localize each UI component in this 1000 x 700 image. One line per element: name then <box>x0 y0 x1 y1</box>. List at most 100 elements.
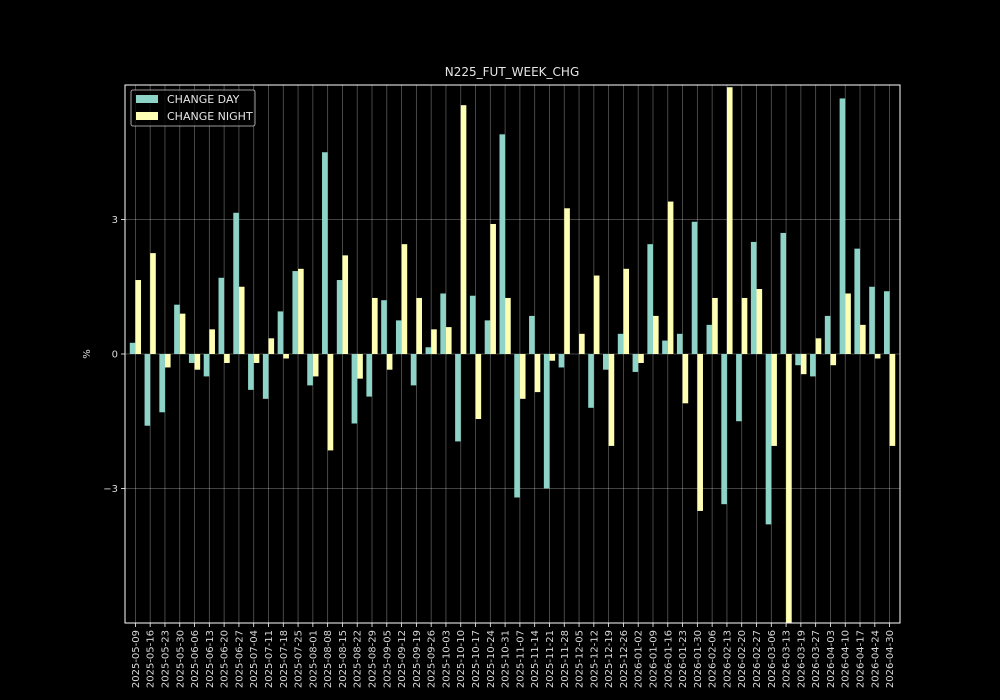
bar-change-night-2026-04-17 <box>860 324 866 354</box>
bar-change-night-2025-09-12 <box>401 244 408 354</box>
x-tick-label: 2025-07-25 <box>294 630 305 688</box>
bar-change-night-2026-04-24 <box>874 354 881 359</box>
x-tick-label: 2025-10-10 <box>456 630 467 688</box>
x-tick-label: 2026-02-27 <box>752 630 763 688</box>
y-axis-label: % <box>82 349 93 359</box>
bar-change-night-2025-05-23 <box>164 354 171 368</box>
legend: CHANGE DAY CHANGE NIGHT <box>130 89 256 127</box>
x-tick-label: 2025-12-12 <box>589 630 600 688</box>
bars <box>129 87 896 623</box>
bar-change-day-2025-08-15 <box>336 280 343 354</box>
x-tick-label: 2025-11-28 <box>560 630 571 688</box>
x-tick-label: 2025-10-31 <box>501 630 512 688</box>
x-tick-label: 2026-03-19 <box>796 630 807 688</box>
bar-change-night-2025-07-25 <box>298 268 304 354</box>
bar-change-day-2026-01-16 <box>662 340 668 354</box>
bar-change-night-2025-08-08 <box>327 354 334 451</box>
bar-change-night-2025-06-27 <box>238 286 245 354</box>
bar-change-day-2026-03-27 <box>810 354 816 377</box>
bar-change-day-2026-04-10 <box>839 98 846 354</box>
bar-change-day-2025-12-19 <box>603 354 609 370</box>
x-tick-label: 2025-11-21 <box>545 630 556 688</box>
bar-change-night-2025-10-17 <box>475 354 482 420</box>
bar-change-day-2025-11-28 <box>558 354 565 368</box>
bar-change-night-2025-12-12 <box>593 275 600 354</box>
bar-change-day-2026-04-03 <box>824 315 831 354</box>
bar-change-day-2026-04-17 <box>854 248 861 354</box>
bar-change-day-2026-01-02 <box>632 354 639 372</box>
bar-change-night-2025-12-05 <box>579 333 585 354</box>
x-tick-label: 2025-08-29 <box>368 630 379 688</box>
bar-change-night-2026-02-27 <box>756 288 763 354</box>
bar-change-day-2025-08-01 <box>307 354 313 386</box>
bar-change-night-2025-08-29 <box>372 297 378 354</box>
bar-change-night-2025-08-22 <box>357 354 363 379</box>
bar-change-night-2026-01-09 <box>652 315 659 354</box>
x-tick-label: 2025-08-08 <box>323 630 334 688</box>
bar-change-day-2026-02-27 <box>750 241 757 354</box>
bar-change-night-2026-01-16 <box>667 201 674 354</box>
bar-change-night-2025-07-18 <box>283 354 289 359</box>
bar-change-night-2026-03-19 <box>800 354 807 375</box>
bar-change-day-2026-03-13 <box>780 232 787 354</box>
bar-change-night-2025-10-24 <box>490 223 496 354</box>
bar-change-night-2025-10-31 <box>505 297 511 354</box>
x-tick-label: 2026-02-20 <box>737 630 748 688</box>
bar-change-night-2026-01-30 <box>697 354 703 511</box>
x-tick-label: 2025-07-11 <box>264 630 275 688</box>
x-tick-label: 2025-06-06 <box>190 630 201 688</box>
bar-change-night-2025-10-10 <box>460 105 467 354</box>
bar-change-day-2025-07-18 <box>277 311 284 354</box>
x-tick-label: 2025-12-26 <box>619 630 630 688</box>
bar-change-day-2026-02-06 <box>706 324 713 354</box>
x-tick-label: 2026-02-06 <box>708 630 719 688</box>
bar-change-night-2026-04-30 <box>889 354 896 446</box>
bar-change-night-2025-07-04 <box>253 354 260 363</box>
bar-change-night-2025-05-09 <box>135 280 142 354</box>
x-tick-label: 2025-09-26 <box>427 630 438 688</box>
bar-change-day-2025-10-17 <box>469 295 476 354</box>
x-tick-label: 2025-05-09 <box>131 630 142 688</box>
bar-change-night-2025-08-15 <box>342 255 349 354</box>
bar-change-day-2025-10-24 <box>484 320 491 354</box>
x-tick-label: 2026-04-30 <box>885 630 896 688</box>
x-tick-label: 2025-10-03 <box>441 630 452 688</box>
legend-swatch-change-day <box>136 95 158 103</box>
x-tick-label: 2026-01-23 <box>678 630 689 688</box>
y-axis: −3 0 3 <box>103 215 125 495</box>
bar-change-day-2025-05-16 <box>144 354 151 426</box>
bar-change-night-2025-09-05 <box>386 354 393 370</box>
bar-change-night-2026-01-23 <box>682 354 689 404</box>
y-tick-label: 0 <box>112 350 118 361</box>
x-tick-label: 2025-09-05 <box>382 630 393 688</box>
x-tick-label: 2026-01-09 <box>648 630 659 688</box>
bar-change-day-2026-01-30 <box>691 221 698 354</box>
bar-change-day-2025-12-26 <box>617 333 624 354</box>
bar-change-night-2026-03-27 <box>815 338 822 354</box>
x-tick-label: 2026-01-16 <box>663 630 674 688</box>
x-tick-label: 2025-06-20 <box>220 630 231 688</box>
x-tick-label: 2025-10-17 <box>471 630 482 688</box>
y-tick-label: 3 <box>112 215 118 226</box>
bar-change-night-2026-02-20 <box>741 297 748 354</box>
x-tick-label: 2026-03-06 <box>767 630 778 688</box>
x-tick-label: 2025-05-30 <box>175 630 186 688</box>
x-tick-label: 2026-04-17 <box>856 630 867 688</box>
bar-change-night-2026-02-13 <box>726 87 733 354</box>
legend-label-change-day: CHANGE DAY <box>167 93 240 106</box>
bar-change-night-2025-11-14 <box>534 354 541 393</box>
bar-change-day-2025-07-25 <box>292 271 299 354</box>
bar-change-day-2025-06-13 <box>203 354 210 377</box>
bar-change-day-2025-05-09 <box>129 342 136 354</box>
bar-change-day-2025-12-12 <box>588 354 594 408</box>
plot-frame <box>124 84 901 624</box>
x-tick-label: 2025-11-07 <box>515 630 526 688</box>
x-tick-label: 2026-02-13 <box>722 630 733 688</box>
bar-change-night-2025-06-20 <box>224 354 230 363</box>
bar-change-day-2025-10-03 <box>440 293 446 354</box>
bar-change-night-2025-11-28 <box>564 208 570 354</box>
bar-change-day-2026-01-09 <box>647 244 653 354</box>
x-tick-label: 2025-07-04 <box>249 630 260 688</box>
x-tick-label: 2026-03-27 <box>811 630 822 688</box>
x-tick-label: 2025-07-18 <box>279 630 290 688</box>
